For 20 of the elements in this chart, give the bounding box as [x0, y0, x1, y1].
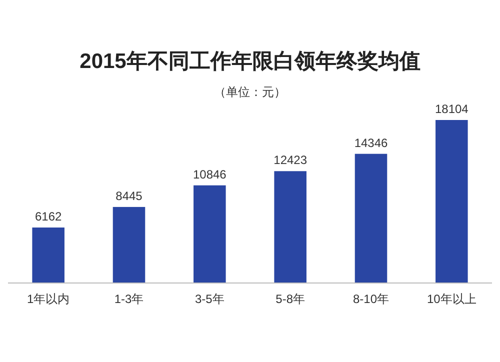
x-tick-label: 10年以上	[426, 292, 476, 306]
data-label: 8445	[116, 188, 143, 203]
data-label: 14346	[354, 136, 388, 150]
bar	[274, 171, 306, 283]
bar	[194, 185, 226, 283]
bar	[354, 154, 388, 283]
x-tick-label: 1年以内	[26, 292, 70, 306]
bar	[32, 228, 64, 283]
chart-subtitle: （单位：元）	[214, 85, 286, 99]
bar	[436, 120, 468, 283]
x-tick-label: 1-3年	[114, 292, 144, 306]
bar	[112, 206, 146, 283]
data-label: 18104	[434, 102, 469, 116]
data-label: 10846	[192, 167, 227, 182]
chart-title: 2015年不同工作年限白领年终奖均值	[80, 50, 420, 73]
x-tick-label: 8-10年	[352, 292, 390, 306]
x-tick-label: 5-8年	[276, 292, 306, 306]
x-tick-label: 3-5年	[194, 292, 224, 306]
data-label: 12423	[274, 153, 308, 168]
data-label: 6162	[34, 210, 62, 224]
